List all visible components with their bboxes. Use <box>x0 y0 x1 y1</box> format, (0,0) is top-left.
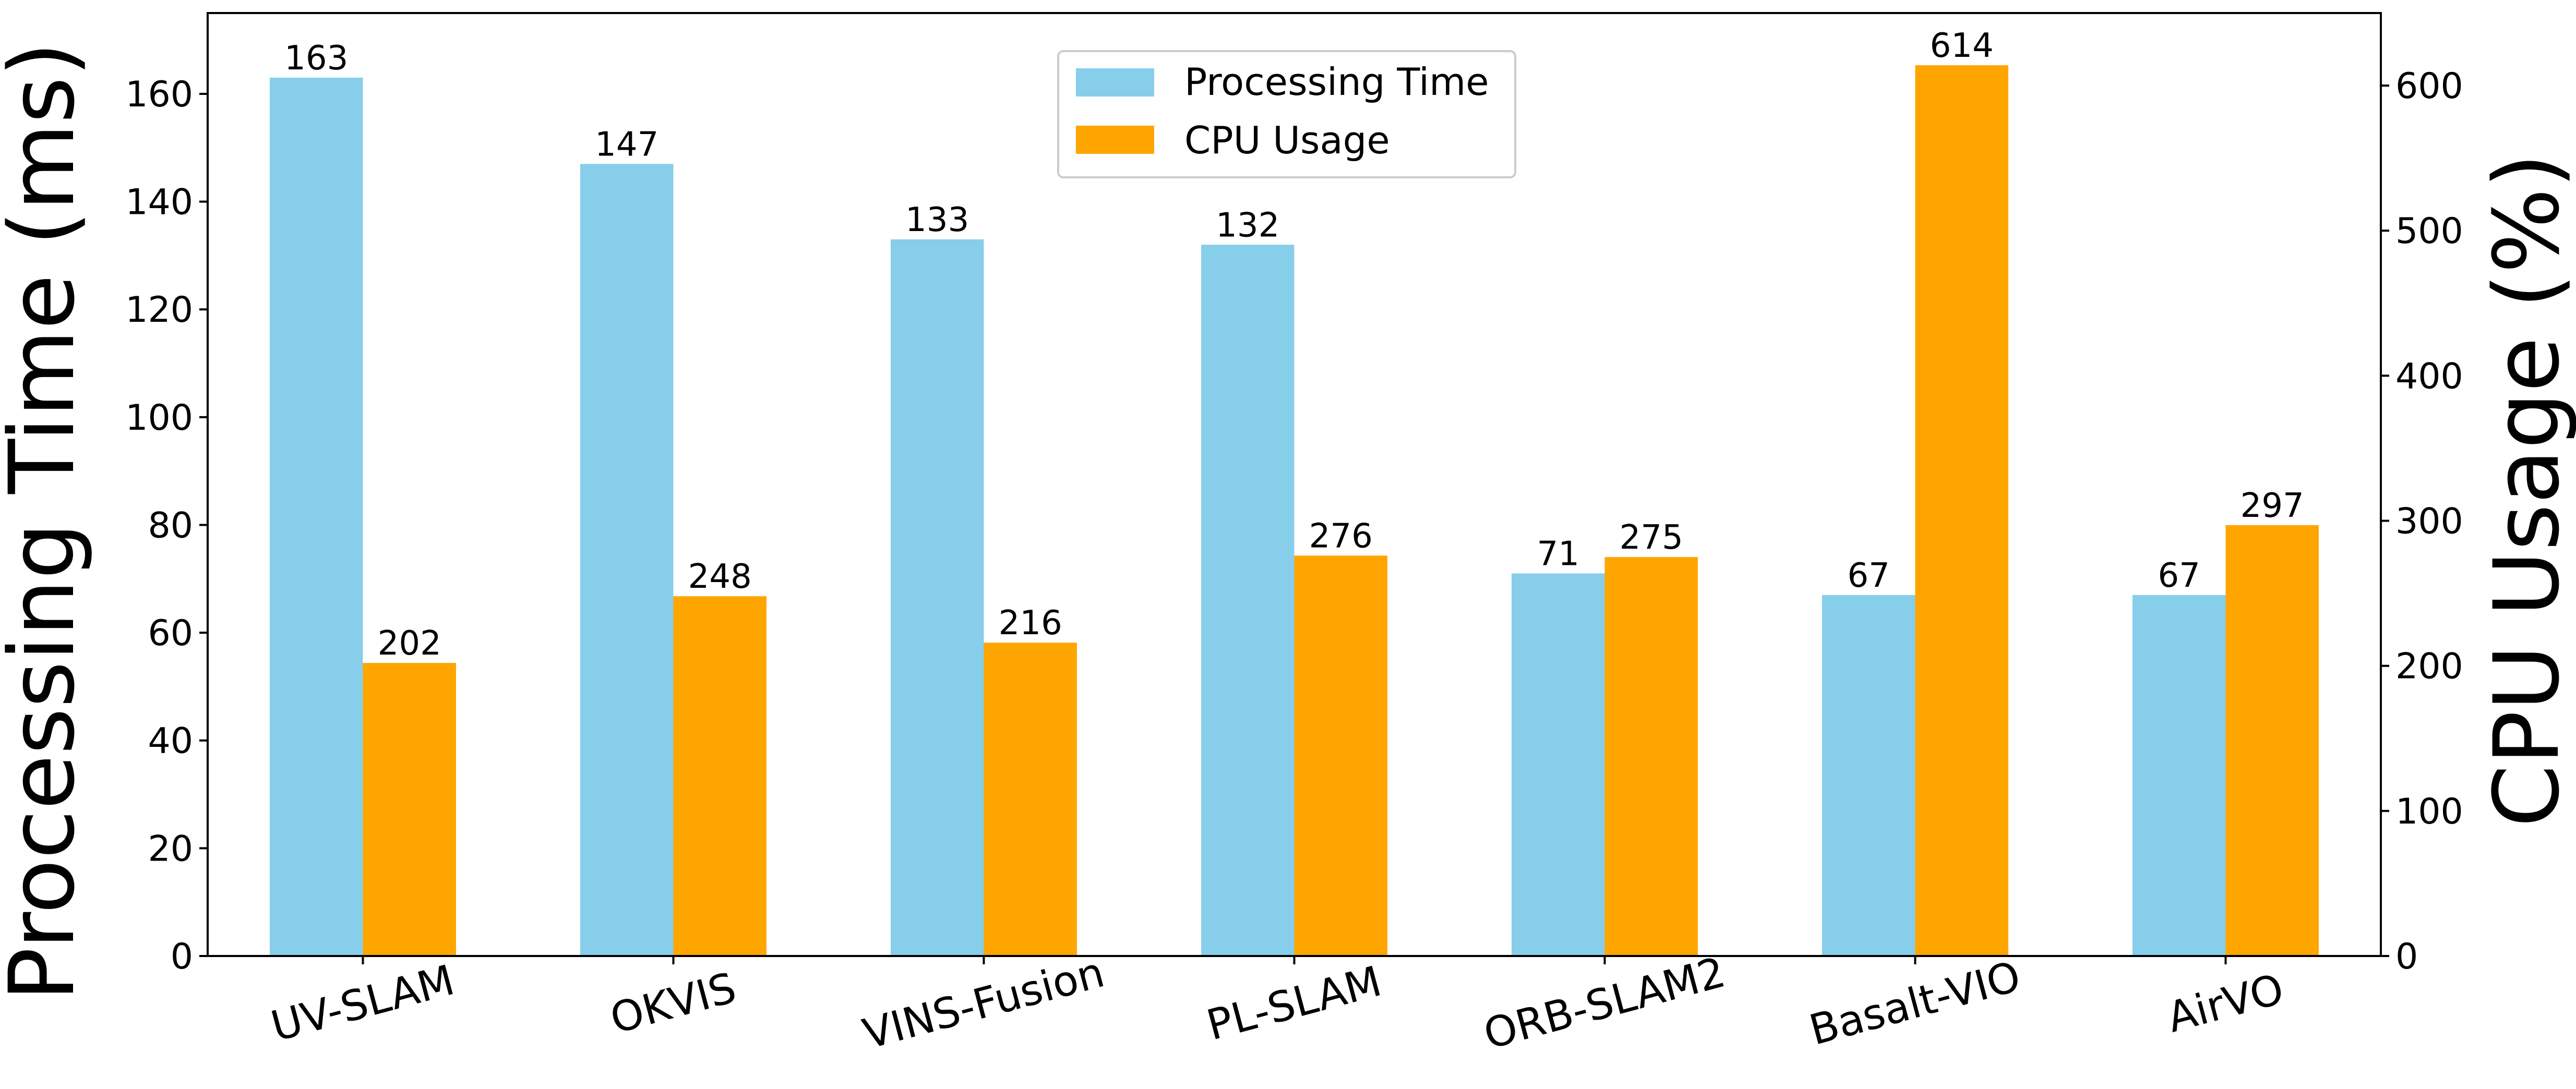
right-y-tick-label: 600 <box>2395 66 2463 107</box>
x-tick-label-basalt-vio: Basalt-VIO <box>1804 952 2026 1055</box>
x-tick-label-vins-fusion: VINS-Fusion <box>858 948 1109 1058</box>
bar-label-processing-time-orb-slam2: 71 <box>1537 535 1579 573</box>
bar-cpu-usage-basalt-vio <box>1915 65 2008 957</box>
x-tick-label-orb-slam2: ORB-SLAM2 <box>1479 948 1730 1059</box>
right-y-tick-label: 500 <box>2395 211 2463 252</box>
legend-label-processing-time: Processing Time <box>1184 60 1489 104</box>
legend-frame <box>1057 50 1516 178</box>
bar-label-processing-time-basalt-vio: 67 <box>1848 556 1890 595</box>
bar-cpu-usage-uv-slam <box>363 663 456 956</box>
bar-label-processing-time-okvis: 147 <box>595 125 658 164</box>
bar-processing-time-pl-slam <box>1201 245 1295 956</box>
bar-processing-time-basalt-vio <box>1822 595 1915 956</box>
right-y-tick-label: 300 <box>2395 501 2463 542</box>
left-axis-title: Processing Time (ms) <box>0 42 94 1001</box>
right-y-tick-label: 400 <box>2395 356 2463 397</box>
bar-processing-time-airvo <box>2132 595 2226 956</box>
left-y-tick-label: 40 <box>148 721 193 762</box>
x-tick-label-okvis: OKVIS <box>605 963 741 1043</box>
bar-label-cpu-usage-orb-slam2: 275 <box>1620 518 1683 557</box>
legend: Processing Time CPU Usage <box>1057 50 1516 178</box>
plot-frame <box>207 12 2382 957</box>
legend-label-cpu-usage: CPU Usage <box>1184 118 1390 162</box>
bar-label-cpu-usage-vins-fusion: 216 <box>999 604 1062 643</box>
right-axis-title: CPU Usage (%) <box>2474 153 2576 828</box>
bar-label-processing-time-uv-slam: 163 <box>284 39 348 78</box>
bars <box>270 65 2319 957</box>
bar-label-cpu-usage-airvo: 297 <box>2240 487 2304 525</box>
bar-label-processing-time-airvo: 67 <box>2158 556 2200 595</box>
right-y-tick-label: 0 <box>2395 936 2418 977</box>
bar-label-processing-time-pl-slam: 132 <box>1216 206 1279 245</box>
bar-cpu-usage-airvo <box>2225 525 2319 956</box>
bar-processing-time-vins-fusion <box>891 239 984 956</box>
left-y-tick-label: 160 <box>125 74 193 115</box>
left-y-tick-label: 60 <box>148 613 193 654</box>
left-y-tick-label: 20 <box>148 828 193 869</box>
left-y-tick-label: 140 <box>125 182 193 223</box>
left-y-tick-label: 100 <box>125 397 193 439</box>
x-tick-label-airvo: AirVO <box>2162 964 2289 1042</box>
bar-processing-time-uv-slam <box>270 77 363 956</box>
bar-value-labels: 163 202 147 248 133 216 132 276 71 275 67 614 67 297 <box>284 27 2304 663</box>
bar-label-processing-time-vins-fusion: 133 <box>905 201 969 239</box>
bar-cpu-usage-vins-fusion <box>984 643 1077 956</box>
bar-cpu-usage-orb-slam2 <box>1604 557 1698 956</box>
left-y-tick-label: 80 <box>148 505 193 546</box>
x-tick-label-uv-slam: UV-SLAM <box>266 955 459 1051</box>
bar-processing-time-orb-slam2 <box>1512 573 1605 956</box>
legend-swatch-processing-time <box>1076 68 1154 96</box>
bar-label-cpu-usage-basalt-vio: 614 <box>1930 27 1994 65</box>
bar-cpu-usage-pl-slam <box>1294 555 1387 956</box>
left-y-tick-label: 0 <box>171 936 193 977</box>
bar-label-cpu-usage-uv-slam: 202 <box>378 624 441 663</box>
x-tick-label-pl-slam: PL-SLAM <box>1202 957 1386 1049</box>
bar-label-cpu-usage-pl-slam: 276 <box>1309 517 1373 555</box>
bar-processing-time-okvis <box>580 164 674 956</box>
bar-cpu-usage-okvis <box>673 596 766 956</box>
left-y-tick-label: 120 <box>125 289 193 331</box>
legend-swatch-cpu-usage <box>1076 126 1154 154</box>
right-y-tick-label: 100 <box>2395 791 2463 832</box>
bar-label-cpu-usage-okvis: 248 <box>688 558 752 596</box>
right-y-tick-label: 200 <box>2395 646 2463 687</box>
